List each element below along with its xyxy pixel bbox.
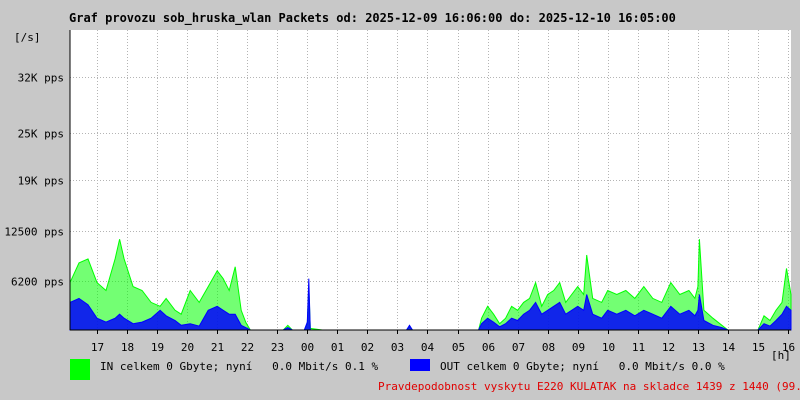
y-tick-label: 32K pps [18, 72, 64, 85]
y-tick-labels: 6200 pps 12500 pps 19K pps 25K pps 32K pps [4, 72, 64, 289]
series-layer [69, 239, 792, 331]
x-tick-label: 22 [241, 341, 254, 354]
x-tick-label: 18 [121, 341, 134, 354]
x-tick-label: 07 [512, 341, 525, 354]
x-tick-label: 15 [752, 341, 765, 354]
x-tick-label: 11 [632, 341, 645, 354]
x-tick-label: 17 [91, 341, 104, 354]
x-tick-label: 09 [572, 341, 585, 354]
legend-out-swatch [410, 359, 430, 371]
x-tick-label: 21 [211, 341, 224, 354]
y-tick-label: 6200 pps [11, 276, 64, 289]
x-axis-unit-label: [h] [771, 349, 791, 362]
series-in-area [69, 239, 792, 331]
legend-in-text: IN celkem 0 Gbyte; nyní 0.0 Mbit/s 0.1 % [100, 360, 379, 373]
x-tick-label: 10 [602, 341, 615, 354]
legend-in-swatch [70, 359, 90, 380]
y-tick-label: 12500 pps [4, 226, 64, 239]
x-tick-label: 14 [722, 341, 736, 354]
x-tick-label: 08 [542, 341, 555, 354]
y-axis-unit-label: [/s] [14, 31, 41, 44]
x-tick-label: 12 [662, 341, 675, 354]
x-tick-label: 05 [452, 341, 465, 354]
plot-area [69, 30, 792, 334]
footer-warning: Pravdepodobnost vyskytu E220 KULATAK na … [378, 380, 800, 393]
y-tick-label: 25K pps [18, 128, 64, 141]
legend-out-text: OUT celkem 0 Gbyte; nyní 0.0 Mbit/s 0.0 … [440, 360, 725, 373]
y-tick-label: 19K pps [18, 175, 64, 188]
x-tick-label: 13 [692, 341, 705, 354]
x-tick-label: 03 [391, 341, 404, 354]
x-tick-label: 01 [331, 341, 344, 354]
x-tick-label: 16 [782, 341, 795, 354]
x-tick-labels: 17 18 19 20 21 22 23 00 01 02 03 04 05 06 07 08 09 10 11 12… [91, 341, 795, 354]
x-tick-label: 02 [361, 341, 374, 354]
x-tick-label: 23 [271, 341, 284, 354]
x-tick-label: 06 [482, 341, 495, 354]
x-tick-label: 00 [301, 341, 314, 354]
x-tick-label: 19 [151, 341, 164, 354]
x-tick-label: 04 [421, 341, 435, 354]
chart-title: Graf provozu sob_hruska_wlan Packets od:… [69, 11, 676, 26]
series-out-area [69, 278, 792, 331]
x-tick-label: 20 [181, 341, 194, 354]
